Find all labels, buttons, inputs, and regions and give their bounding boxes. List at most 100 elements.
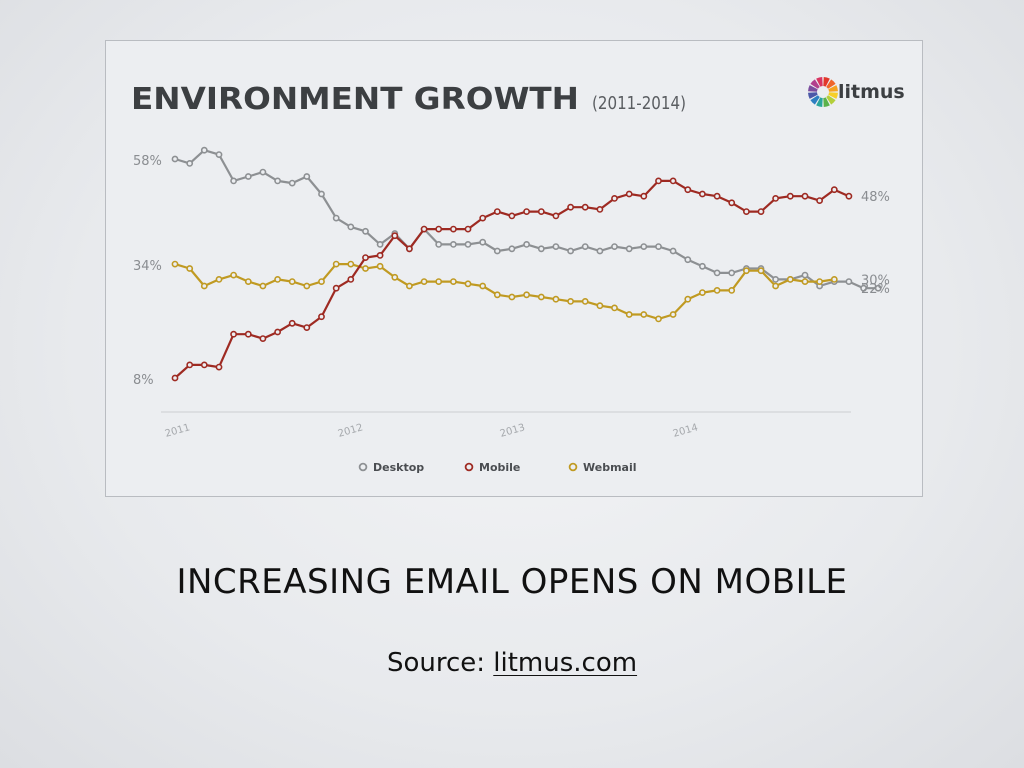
legend-label: Webmail: [583, 461, 637, 474]
data-point: [274, 177, 281, 185]
data-point: [259, 282, 267, 290]
data-point: [743, 208, 750, 215]
data-point: [669, 247, 677, 255]
data-point: [230, 271, 237, 279]
data-point: [786, 192, 794, 200]
wheel-segment: [823, 97, 830, 107]
data-point: [581, 203, 589, 211]
data-point: [772, 194, 779, 202]
data-point: [625, 190, 633, 198]
legend-label: Desktop: [373, 461, 424, 474]
data-point: [640, 192, 648, 200]
data-point: [523, 208, 530, 215]
slide-heading: INCREASING EMAIL OPENS ON MOBILE: [176, 562, 848, 602]
legend-marker: [358, 462, 368, 472]
data-point: [449, 278, 457, 285]
data-point: [684, 256, 692, 264]
data-point: [493, 247, 501, 255]
data-point: [830, 186, 838, 194]
data-point: [332, 260, 340, 268]
data-point: [816, 197, 823, 204]
data-point: [786, 275, 794, 283]
legend-marker: [568, 462, 578, 472]
data-point: [318, 313, 325, 321]
data-point: [186, 361, 194, 369]
data-point: [801, 192, 809, 200]
data-point: [376, 262, 384, 270]
data-point: [874, 284, 882, 292]
legend-item-desktop: Desktop: [358, 461, 424, 474]
data-point: [288, 179, 296, 187]
end-label-mobile: 48%: [861, 190, 890, 205]
data-point: [655, 315, 662, 323]
source-label: Source:: [386, 648, 485, 678]
data-point: [757, 267, 765, 275]
wheel-segment: [808, 92, 818, 99]
y-tick-label: 34%: [133, 259, 162, 274]
source-link[interactable]: litmus.com: [493, 648, 638, 678]
data-point: [376, 251, 384, 259]
data-point: [699, 190, 706, 198]
data-point: [757, 208, 765, 215]
data-point: [655, 177, 662, 185]
data-point: [362, 265, 369, 272]
data-point: [435, 225, 443, 233]
data-point: [493, 291, 501, 299]
series-desktop: [171, 146, 882, 292]
source-line: Source: litmus.com: [0, 648, 1024, 678]
litmus-wheel-icon: [808, 77, 838, 107]
data-point: [581, 297, 589, 305]
data-point: [655, 243, 662, 250]
y-axis-labels: 58% 34% 8%: [133, 154, 162, 388]
y-tick-label: 58%: [133, 154, 162, 169]
data-point: [259, 335, 267, 342]
series-mobile: [171, 177, 853, 382]
data-point: [288, 278, 296, 285]
chart-title: ENVIRONMENT GROWTH: [131, 82, 579, 117]
data-point: [274, 328, 281, 336]
chart-subtitle: (2011-2014): [592, 93, 686, 114]
data-point: [244, 278, 252, 285]
data-point: [860, 284, 867, 292]
series-layer: [171, 146, 882, 382]
data-point: [464, 240, 472, 248]
data-point: [596, 205, 604, 213]
legend-item-mobile: Mobile: [464, 461, 520, 474]
data-point: [171, 260, 179, 268]
series-webmail: [171, 260, 838, 323]
chart-frame: ENVIRONMENT GROWTH (2011-2014) litmus 58…: [105, 40, 923, 497]
wheel-segment: [826, 95, 836, 105]
data-point: [347, 275, 355, 283]
data-point: [362, 227, 369, 235]
legend-label: Mobile: [479, 461, 520, 474]
y-tick-label: 8%: [133, 373, 154, 388]
data-point: [699, 289, 706, 296]
data-point: [259, 168, 267, 176]
data-point: [347, 260, 355, 268]
data-point: [405, 245, 413, 253]
data-point: [625, 245, 633, 253]
data-point: [728, 286, 736, 294]
data-point: [493, 208, 501, 215]
data-point: [200, 146, 208, 154]
data-point: [449, 225, 457, 233]
wheel-segment: [828, 92, 838, 99]
data-point: [669, 177, 677, 185]
data-point: [801, 271, 809, 279]
legend: Desktop Mobile Webmail: [358, 461, 637, 474]
data-point: [640, 243, 648, 250]
data-point: [171, 374, 179, 382]
data-point: [508, 293, 516, 301]
data-point: [581, 243, 589, 250]
legend-marker: [464, 462, 474, 472]
wheel-segment: [823, 77, 830, 87]
data-point: [567, 297, 574, 305]
data-point: [537, 293, 545, 301]
data-point: [435, 240, 443, 248]
brand-name: litmus: [838, 81, 905, 103]
data-point: [347, 223, 355, 231]
wheel-segment: [816, 77, 823, 87]
end-label-webmail: 30%: [861, 273, 890, 288]
data-point: [845, 192, 853, 200]
data-point: [523, 240, 530, 248]
